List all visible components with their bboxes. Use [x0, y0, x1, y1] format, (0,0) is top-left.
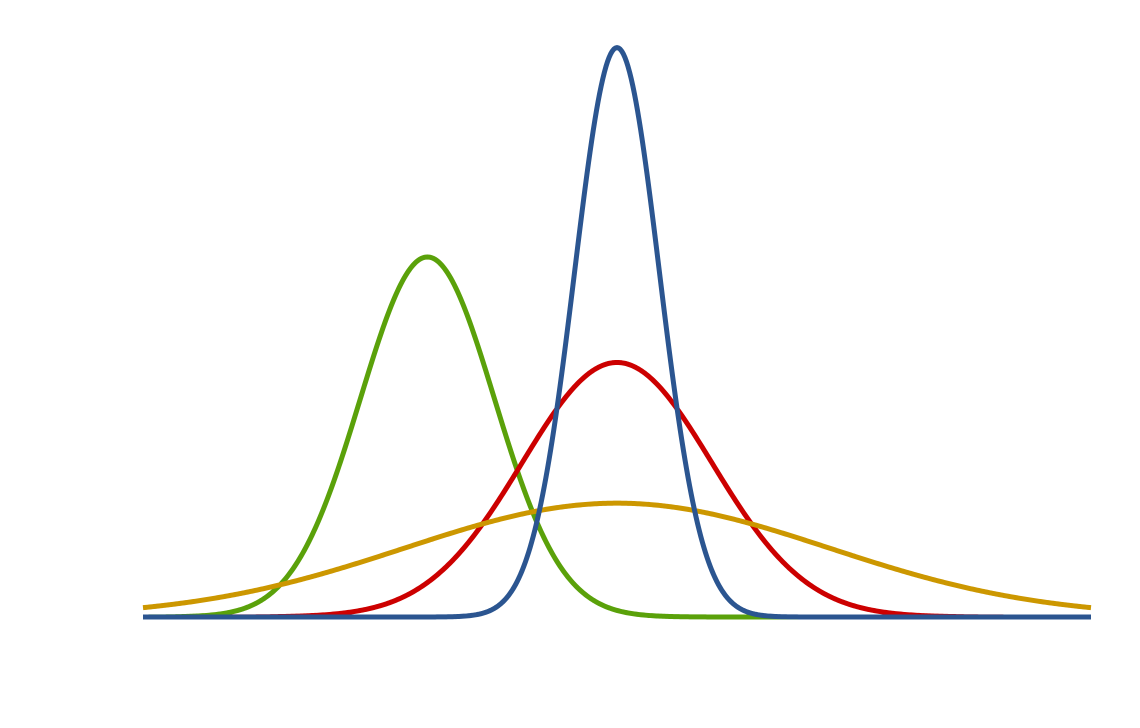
series-line-3: [142, 500, 1092, 611]
series-line-1: [142, 254, 1092, 620]
series-layer: [142, 45, 1092, 620]
series-line-4: [142, 45, 1092, 620]
